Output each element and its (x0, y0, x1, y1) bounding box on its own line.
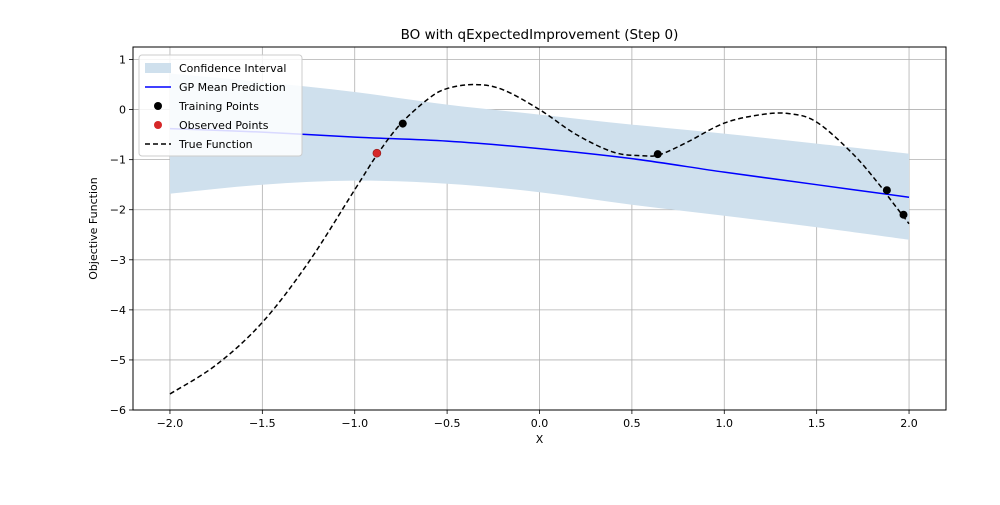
x-tick-label: −1.0 (341, 417, 368, 430)
true-function-line (169, 83, 910, 395)
x-tick-label: 1.0 (716, 417, 734, 430)
legend-swatch-marker (154, 102, 162, 110)
x-tick-label: 1.5 (808, 417, 826, 430)
y-tick-label: 0 (119, 104, 126, 117)
training-point (882, 186, 891, 195)
legend-entry: Observed Points (154, 119, 269, 132)
legend-label: Confidence Interval (179, 62, 286, 75)
y-tick-label: −5 (110, 354, 126, 367)
legend-label: Training Points (178, 100, 259, 113)
legend-label: True Function (178, 138, 253, 151)
x-axis-label: X (536, 433, 544, 446)
y-tick-label: −1 (110, 154, 126, 167)
x-tick-label: −2.0 (157, 417, 184, 430)
legend-entry: True Function (145, 138, 253, 151)
y-tick-label: −4 (110, 304, 126, 317)
x-tick-label: 0.0 (531, 417, 549, 430)
confidence-interval-layer (169, 73, 910, 240)
observed-point (372, 148, 382, 158)
y-axis-ticks: 1 0 −1 −2 −3 −4 −5 −6 (110, 54, 133, 417)
legend-entry: GP Mean Prediction (145, 81, 286, 94)
training-point (899, 210, 908, 219)
legend: Confidence Interval GP Mean Prediction Tra… (138, 54, 303, 157)
x-tick-label: −1.5 (249, 417, 276, 430)
x-tick-label: 2.0 (900, 417, 918, 430)
y-tick-label: −6 (110, 404, 126, 417)
x-tick-label: −0.5 (434, 417, 461, 430)
chart-title: BO with qExpectedImprovement (Step 0) (401, 27, 679, 43)
points-layer (372, 119, 908, 219)
legend-entry: Confidence Interval (145, 62, 286, 75)
legend-swatch-marker (154, 121, 162, 129)
training-point (653, 150, 662, 159)
legend-swatch-patch (145, 63, 171, 73)
legend-label: Observed Points (179, 119, 269, 132)
x-axis-ticks: −2.0 −1.5 −1.0 −0.5 0.0 0.5 1.0 1.5 2.0 (157, 410, 918, 430)
confidence-interval-band (169, 73, 910, 240)
legend-entry: Training Points (154, 100, 259, 113)
y-axis-label: Objective Function (87, 177, 100, 279)
y-tick-label: −2 (110, 204, 126, 217)
y-tick-label: 1 (119, 54, 126, 67)
legend-box (138, 54, 303, 157)
x-tick-label: 0.5 (623, 417, 641, 430)
training-point (398, 119, 407, 128)
y-tick-label: −3 (110, 254, 126, 267)
true-function-layer (169, 83, 910, 395)
legend-label: GP Mean Prediction (179, 81, 286, 94)
